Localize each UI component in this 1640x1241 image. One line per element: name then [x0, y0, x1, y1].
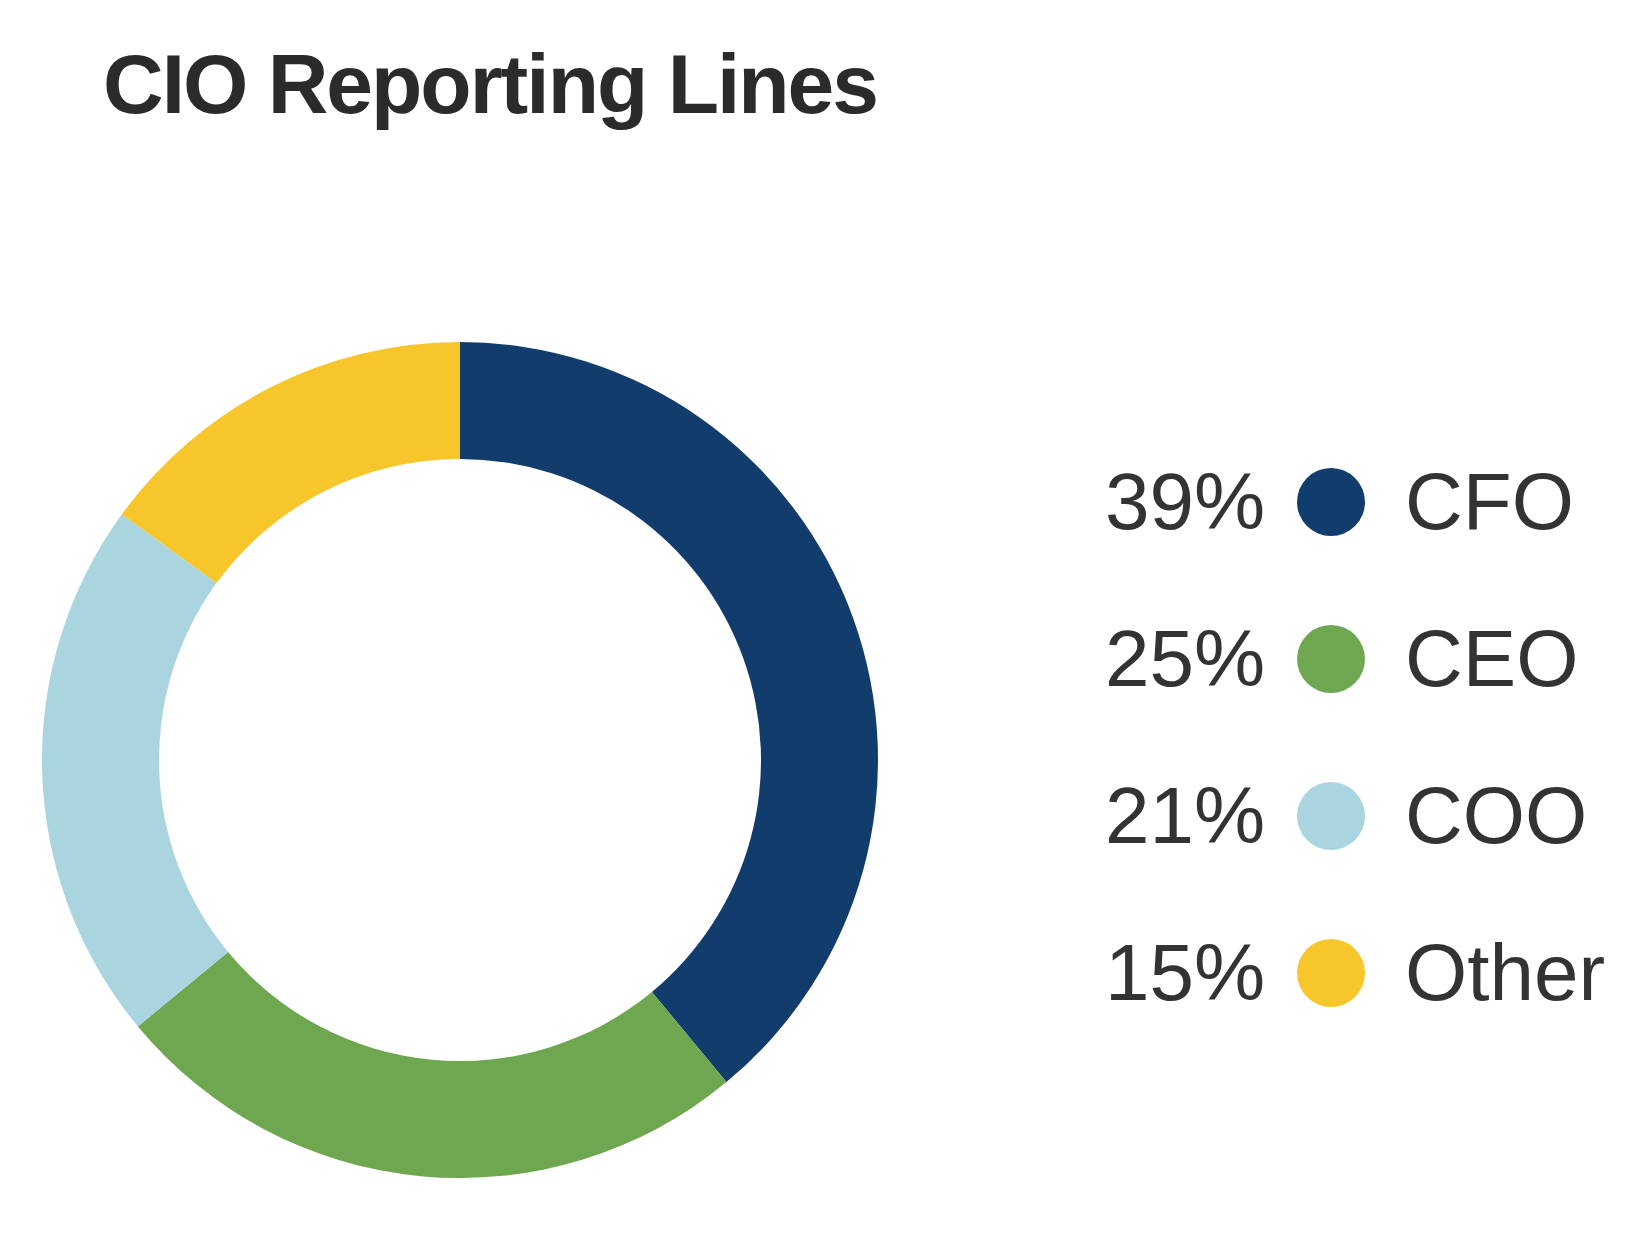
donut-segment-other	[122, 342, 460, 583]
donut-segment-ceo	[138, 952, 727, 1178]
legend-percent: 39%	[1105, 456, 1297, 548]
legend-item-other: 15% Other	[1105, 923, 1605, 1023]
legend-item-ceo: 25% CEO	[1105, 609, 1605, 709]
legend-label: CFO	[1405, 456, 1574, 548]
donut-segment-coo	[42, 514, 228, 1026]
chart-canvas: CIO Reporting Lines 39% CFO 25% CEO 21% …	[0, 0, 1640, 1241]
legend-percent: 21%	[1105, 770, 1297, 862]
legend-item-cfo: 39% CFO	[1105, 452, 1605, 552]
legend-swatch-icon	[1297, 782, 1365, 850]
legend-swatch-icon	[1297, 625, 1365, 693]
legend-percent: 15%	[1105, 927, 1297, 1019]
legend-label: CEO	[1405, 613, 1578, 705]
donut-segment-cfo	[460, 342, 878, 1082]
legend-label: Other	[1405, 927, 1605, 1019]
legend-item-coo: 21% COO	[1105, 766, 1605, 866]
legend-swatch-icon	[1297, 939, 1365, 1007]
legend: 39% CFO 25% CEO 21% COO 15% Other	[1105, 452, 1605, 1023]
legend-label: COO	[1405, 770, 1587, 862]
legend-percent: 25%	[1105, 613, 1297, 705]
legend-swatch-icon	[1297, 468, 1365, 536]
